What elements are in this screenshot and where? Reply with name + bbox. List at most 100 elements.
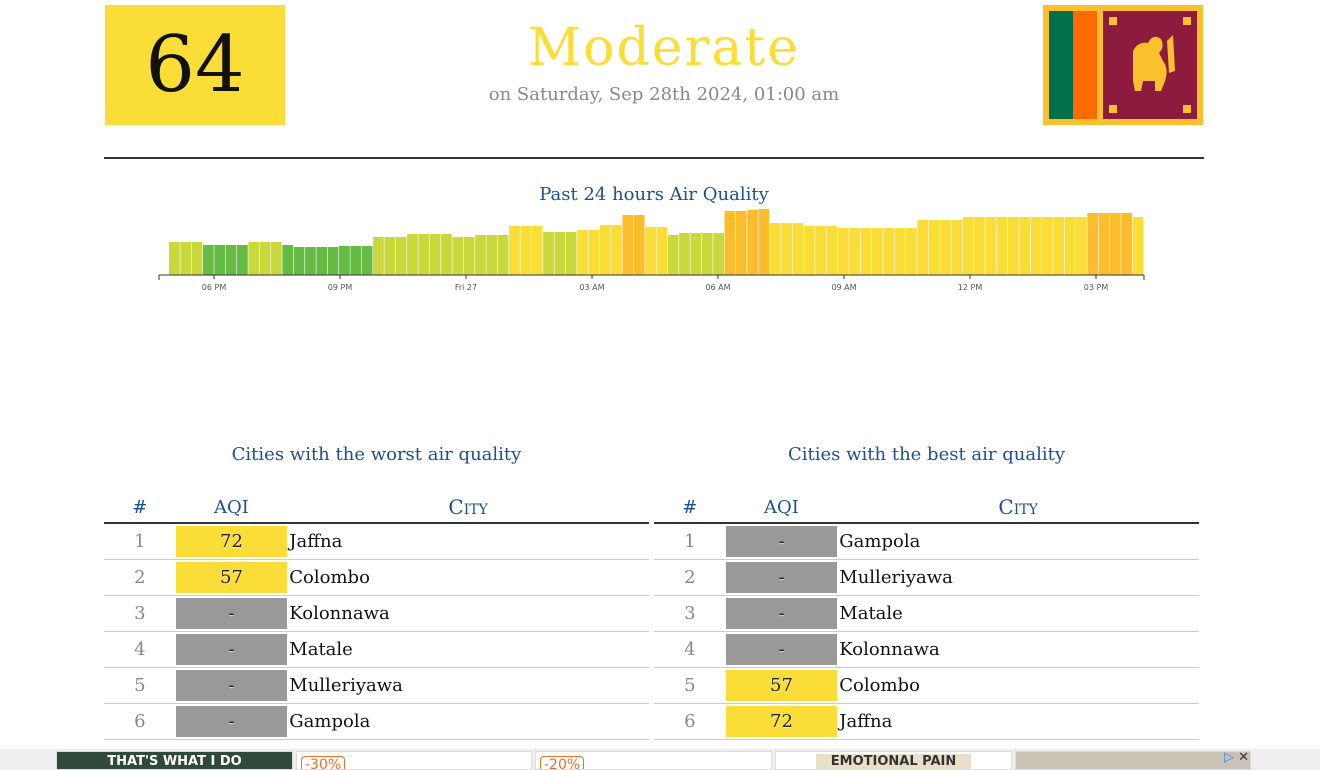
table-row[interactable]: 5- Mulleriyawa: [104, 667, 649, 704]
chart-bar[interactable]: [588, 230, 600, 275]
city-link[interactable]: Kolonnawa: [287, 595, 649, 632]
chart-bar[interactable]: [373, 237, 384, 275]
city-link[interactable]: Matale: [287, 631, 649, 668]
chart-bar[interactable]: [531, 226, 543, 275]
chart-bar[interactable]: [1075, 217, 1087, 275]
chart-bar[interactable]: [611, 225, 622, 275]
table-row[interactable]: 4- Kolonnawa: [654, 631, 1199, 668]
chart-bar[interactable]: [1030, 217, 1042, 275]
ad-item[interactable]: EMOTIONAL PAIN CHART: [775, 751, 1012, 770]
chart-bar[interactable]: [1087, 213, 1099, 275]
table-row[interactable]: 5 57 Colombo: [654, 667, 1199, 704]
ad-item[interactable]: [1015, 751, 1251, 770]
city-link[interactable]: Colombo: [837, 667, 1199, 704]
chart-bar[interactable]: [293, 247, 305, 275]
chart-bar[interactable]: [180, 242, 192, 275]
chart-bar[interactable]: [271, 242, 282, 275]
chart-bar[interactable]: [769, 223, 781, 275]
chart-bar[interactable]: [826, 226, 838, 275]
chart-bar[interactable]: [407, 234, 418, 275]
chart-bar[interactable]: [1109, 213, 1121, 275]
chart-bar[interactable]: [758, 209, 770, 275]
chart-bar[interactable]: [633, 215, 645, 275]
table-row[interactable]: 3- Matale: [654, 595, 1199, 632]
chart-bar[interactable]: [452, 237, 464, 275]
chart-bar[interactable]: [713, 233, 724, 275]
table-row[interactable]: 2- Mulleriyawa: [654, 559, 1199, 596]
chart-bar[interactable]: [985, 217, 997, 275]
chart-bar[interactable]: [282, 245, 294, 275]
chart-bar[interactable]: [781, 223, 792, 275]
chart-bar[interactable]: [361, 246, 373, 275]
chart-bar[interactable]: [316, 247, 328, 275]
chart-bar[interactable]: [327, 247, 339, 275]
chart-bar[interactable]: [837, 228, 849, 275]
chart-bar[interactable]: [679, 233, 690, 275]
chart-bar[interactable]: [248, 242, 260, 275]
table-row[interactable]: 6- Gampola: [104, 703, 649, 740]
chart-bar[interactable]: [203, 245, 214, 275]
city-link[interactable]: Kolonnawa: [837, 631, 1199, 668]
chart-bar[interactable]: [599, 225, 611, 275]
city-link[interactable]: Jaffna: [287, 523, 649, 560]
chart-bar[interactable]: [747, 210, 758, 275]
chart-bar[interactable]: [690, 233, 702, 275]
chart-bar[interactable]: [225, 245, 237, 275]
ad-item[interactable]: -30%: [296, 751, 532, 770]
chart-bar[interactable]: [384, 237, 396, 275]
table-row[interactable]: 6 72 Jaffna: [654, 703, 1199, 740]
ad-choices-icon[interactable]: ▷: [1224, 750, 1234, 765]
chart-bar[interactable]: [815, 226, 826, 275]
table-row[interactable]: 1- Gampola: [654, 523, 1199, 560]
chart-bar[interactable]: [917, 220, 928, 275]
chart-bar[interactable]: [169, 242, 180, 275]
city-link[interactable]: Mulleriyawa: [287, 667, 649, 704]
chart-bar[interactable]: [441, 234, 452, 275]
ad-item[interactable]: THAT'S WHAT I DO: [56, 751, 293, 770]
chart-bar[interactable]: [951, 220, 963, 275]
chart-bar[interactable]: [577, 230, 588, 275]
table-row[interactable]: 3- Kolonnawa: [104, 595, 649, 632]
table-row[interactable]: 4- Matale: [104, 631, 649, 668]
chart-bar[interactable]: [565, 232, 577, 275]
chart-bar[interactable]: [883, 228, 894, 275]
chart-bar[interactable]: [554, 232, 566, 275]
chart-bar[interactable]: [792, 223, 804, 275]
chart-bar[interactable]: [1053, 217, 1065, 275]
chart-bar[interactable]: [645, 227, 656, 275]
chart-bar[interactable]: [305, 247, 316, 275]
chart-bar[interactable]: [259, 242, 271, 275]
close-icon[interactable]: ✕: [1238, 750, 1250, 765]
chart-bar[interactable]: [622, 215, 634, 275]
chart-bar[interactable]: [395, 237, 407, 275]
chart-bar[interactable]: [520, 226, 532, 275]
chart-bar[interactable]: [860, 228, 872, 275]
table-row[interactable]: 2 57 Colombo: [104, 559, 649, 596]
chart-bar[interactable]: [429, 234, 441, 275]
chart-bar[interactable]: [350, 246, 362, 275]
chart-bar[interactable]: [497, 235, 509, 275]
chart-bar[interactable]: [191, 242, 203, 275]
chart-bar[interactable]: [735, 211, 747, 275]
chart-bar[interactable]: [996, 217, 1008, 275]
chart-bar[interactable]: [1098, 213, 1110, 275]
chart-bar[interactable]: [928, 220, 940, 275]
chart-bar[interactable]: [543, 232, 554, 275]
chart-bar[interactable]: [871, 228, 883, 275]
city-link[interactable]: Matale: [837, 595, 1199, 632]
chart-bar[interactable]: [486, 235, 498, 275]
chart-bar[interactable]: [475, 235, 486, 275]
chart-bar[interactable]: [1121, 213, 1133, 275]
chart-bar[interactable]: [1007, 217, 1019, 275]
chart-bar[interactable]: [463, 237, 475, 275]
chart-bar[interactable]: [214, 245, 226, 275]
city-link[interactable]: Colombo: [287, 559, 649, 596]
chart-bar[interactable]: [667, 235, 679, 275]
chart-bar[interactable]: [339, 246, 350, 275]
chart-bar[interactable]: [894, 228, 906, 275]
chart-bar[interactable]: [656, 227, 668, 275]
chart-bar[interactable]: [701, 233, 713, 275]
table-row[interactable]: 1 72 Jaffna: [104, 523, 649, 560]
chart-bar[interactable]: [724, 211, 736, 275]
city-link[interactable]: Gampola: [287, 703, 649, 740]
